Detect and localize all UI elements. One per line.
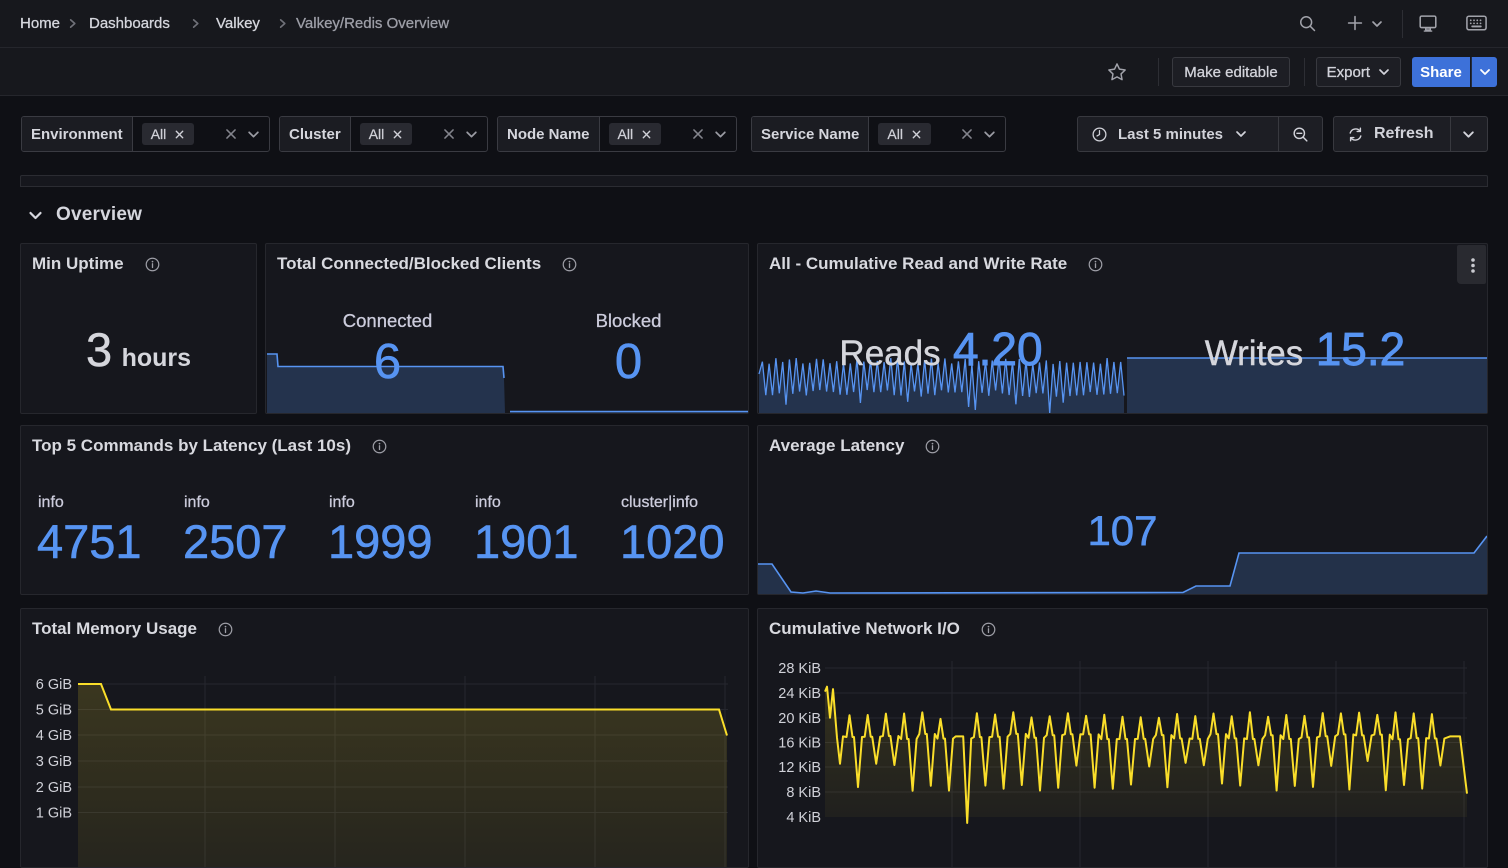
svg-text:20 KiB: 20 KiB	[778, 711, 821, 727]
svg-text:5 GiB: 5 GiB	[36, 703, 72, 719]
svg-text:2 GiB: 2 GiB	[36, 780, 72, 796]
svg-text:12 KiB: 12 KiB	[778, 760, 821, 776]
svg-text:24 KiB: 24 KiB	[778, 686, 821, 702]
svg-text:4 KiB: 4 KiB	[786, 810, 821, 826]
svg-text:6 GiB: 6 GiB	[36, 677, 72, 693]
svg-text:4 GiB: 4 GiB	[36, 728, 72, 744]
svg-text:1 GiB: 1 GiB	[36, 806, 72, 822]
svg-text:28 KiB: 28 KiB	[778, 661, 821, 677]
svg-text:8 KiB: 8 KiB	[786, 785, 821, 801]
svg-text:3 GiB: 3 GiB	[36, 754, 72, 770]
svg-text:16 KiB: 16 KiB	[778, 736, 821, 752]
